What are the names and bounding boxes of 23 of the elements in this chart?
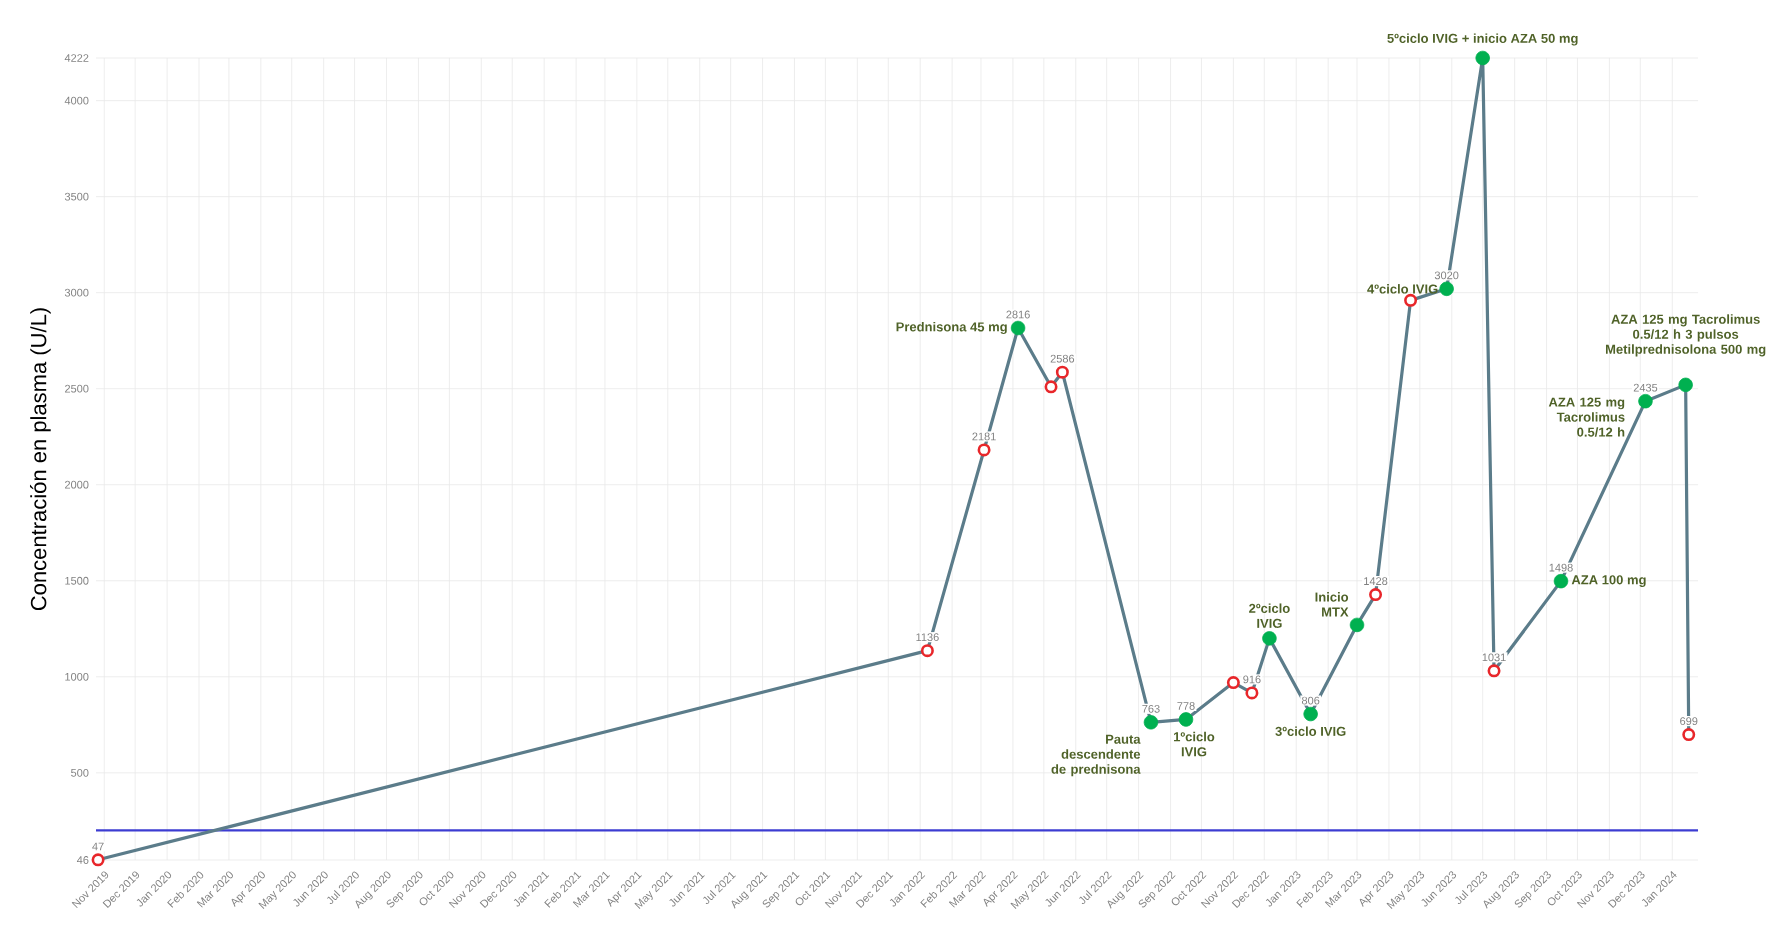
point [1682,728,1696,742]
point [977,443,991,457]
point [1475,50,1490,66]
point [1349,617,1365,633]
point [1226,676,1240,690]
point [1678,377,1693,393]
point [1178,712,1194,727]
point [1010,320,1026,336]
point [91,853,105,867]
y-axis-title: Concentración en plasma (U/L) [29,308,51,611]
point [1404,293,1418,307]
point [1638,393,1653,409]
point [1439,281,1454,297]
point [1487,664,1501,678]
point [1055,365,1069,379]
point [1303,706,1318,722]
point [920,644,934,658]
point [1044,380,1058,394]
point [1553,573,1569,589]
point [1369,588,1383,602]
point [1245,686,1259,700]
point [1143,715,1159,730]
point [1262,631,1277,646]
